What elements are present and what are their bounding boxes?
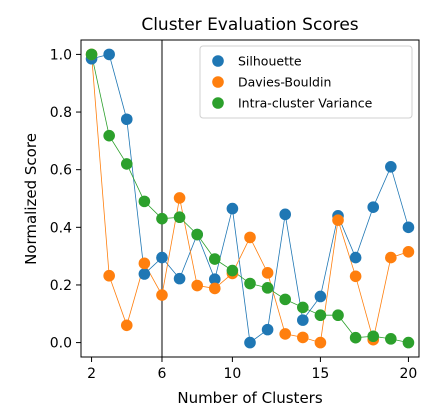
legend-label-3: Intra-cluster Variance	[238, 96, 373, 111]
series-1-point	[138, 268, 151, 280]
x-tick-label: 6	[158, 366, 167, 382]
series-2-point	[314, 336, 327, 349]
series-1-point	[120, 113, 133, 126]
legend-marker-3	[212, 97, 224, 109]
y-tick-label: 0.0	[50, 336, 72, 352]
series-3-point	[402, 336, 415, 349]
series-3-point	[367, 330, 380, 343]
series-3-point	[297, 301, 309, 314]
legend-marker-2	[212, 76, 224, 88]
series-3-point	[173, 211, 186, 224]
x-tick-label: 10	[223, 366, 241, 382]
plot-frame	[80, 39, 420, 358]
y-tick-label: 0.6	[50, 163, 72, 179]
y-axis-label: Normalized Score	[22, 133, 40, 265]
series-1-point	[279, 208, 292, 221]
x-axis-label: Number of Clusters	[177, 389, 322, 407]
series-1-point	[103, 48, 115, 61]
series-3-point	[244, 277, 256, 290]
series-2-point	[332, 214, 344, 226]
series-2-point	[402, 246, 415, 258]
series-2-point	[120, 319, 133, 332]
series-3-point	[349, 331, 362, 344]
series-2-point	[349, 270, 362, 283]
series-1-point	[226, 202, 239, 215]
series-1-point	[156, 251, 168, 264]
legend-label-2: Davies-Bouldin	[238, 75, 331, 90]
series-3-point	[208, 253, 221, 265]
legend-box	[199, 45, 413, 119]
series-3-point	[138, 195, 151, 208]
y-tick-label: 0.4	[50, 220, 72, 236]
y-tick-label: 0.8	[50, 105, 72, 121]
series-1-point	[261, 323, 274, 336]
series-1-point	[385, 161, 397, 173]
series-3-point	[85, 48, 98, 61]
series-1-point	[208, 273, 221, 285]
series-2-point	[297, 331, 309, 344]
series-3-point	[103, 129, 115, 142]
x-tick-label: 2	[87, 366, 96, 382]
series-1-point	[297, 314, 309, 326]
legend: Silhouette Davies-Bouldin Intra-cluster Va…	[199, 45, 413, 119]
series-2-point	[103, 269, 115, 282]
series-3-point	[120, 158, 133, 170]
series-2-point	[173, 192, 186, 204]
series-1-point	[173, 272, 186, 285]
x-tick-label: 20	[400, 366, 418, 382]
series-2-point	[208, 282, 221, 295]
series-1-point	[367, 201, 380, 213]
legend-marker-1	[212, 55, 224, 67]
series-2-point	[244, 231, 256, 244]
series-2-point	[191, 279, 203, 292]
series-2-point	[138, 257, 151, 270]
series-2-point	[156, 289, 168, 301]
series-1-point	[402, 221, 415, 234]
chart-title: Cluster Evaluation Scores	[141, 15, 358, 35]
series-3-point	[332, 309, 344, 322]
plot-area	[85, 40, 415, 357]
series-3-point	[191, 228, 203, 241]
axes: 2 6 10 15 20 0.0 0.2 0.4 0.6 0.8 1.0	[50, 39, 420, 382]
series-2-point	[261, 267, 274, 279]
x-tick-label: 15	[312, 366, 330, 382]
series-3-point	[279, 293, 292, 306]
y-tick-label: 1.0	[50, 47, 72, 63]
series-1-point	[244, 336, 256, 349]
series-1-point	[349, 251, 362, 264]
series-2-point	[279, 328, 292, 340]
series-3-point	[314, 309, 327, 322]
series-3-point	[226, 264, 239, 277]
series-3-point	[385, 333, 397, 345]
series-3-point	[156, 212, 168, 225]
y-tick-label: 0.2	[50, 278, 72, 294]
legend-label-1: Silhouette	[238, 54, 302, 69]
series-3-point	[261, 282, 274, 294]
series-1-point	[314, 290, 327, 303]
series-2-point	[385, 251, 397, 264]
